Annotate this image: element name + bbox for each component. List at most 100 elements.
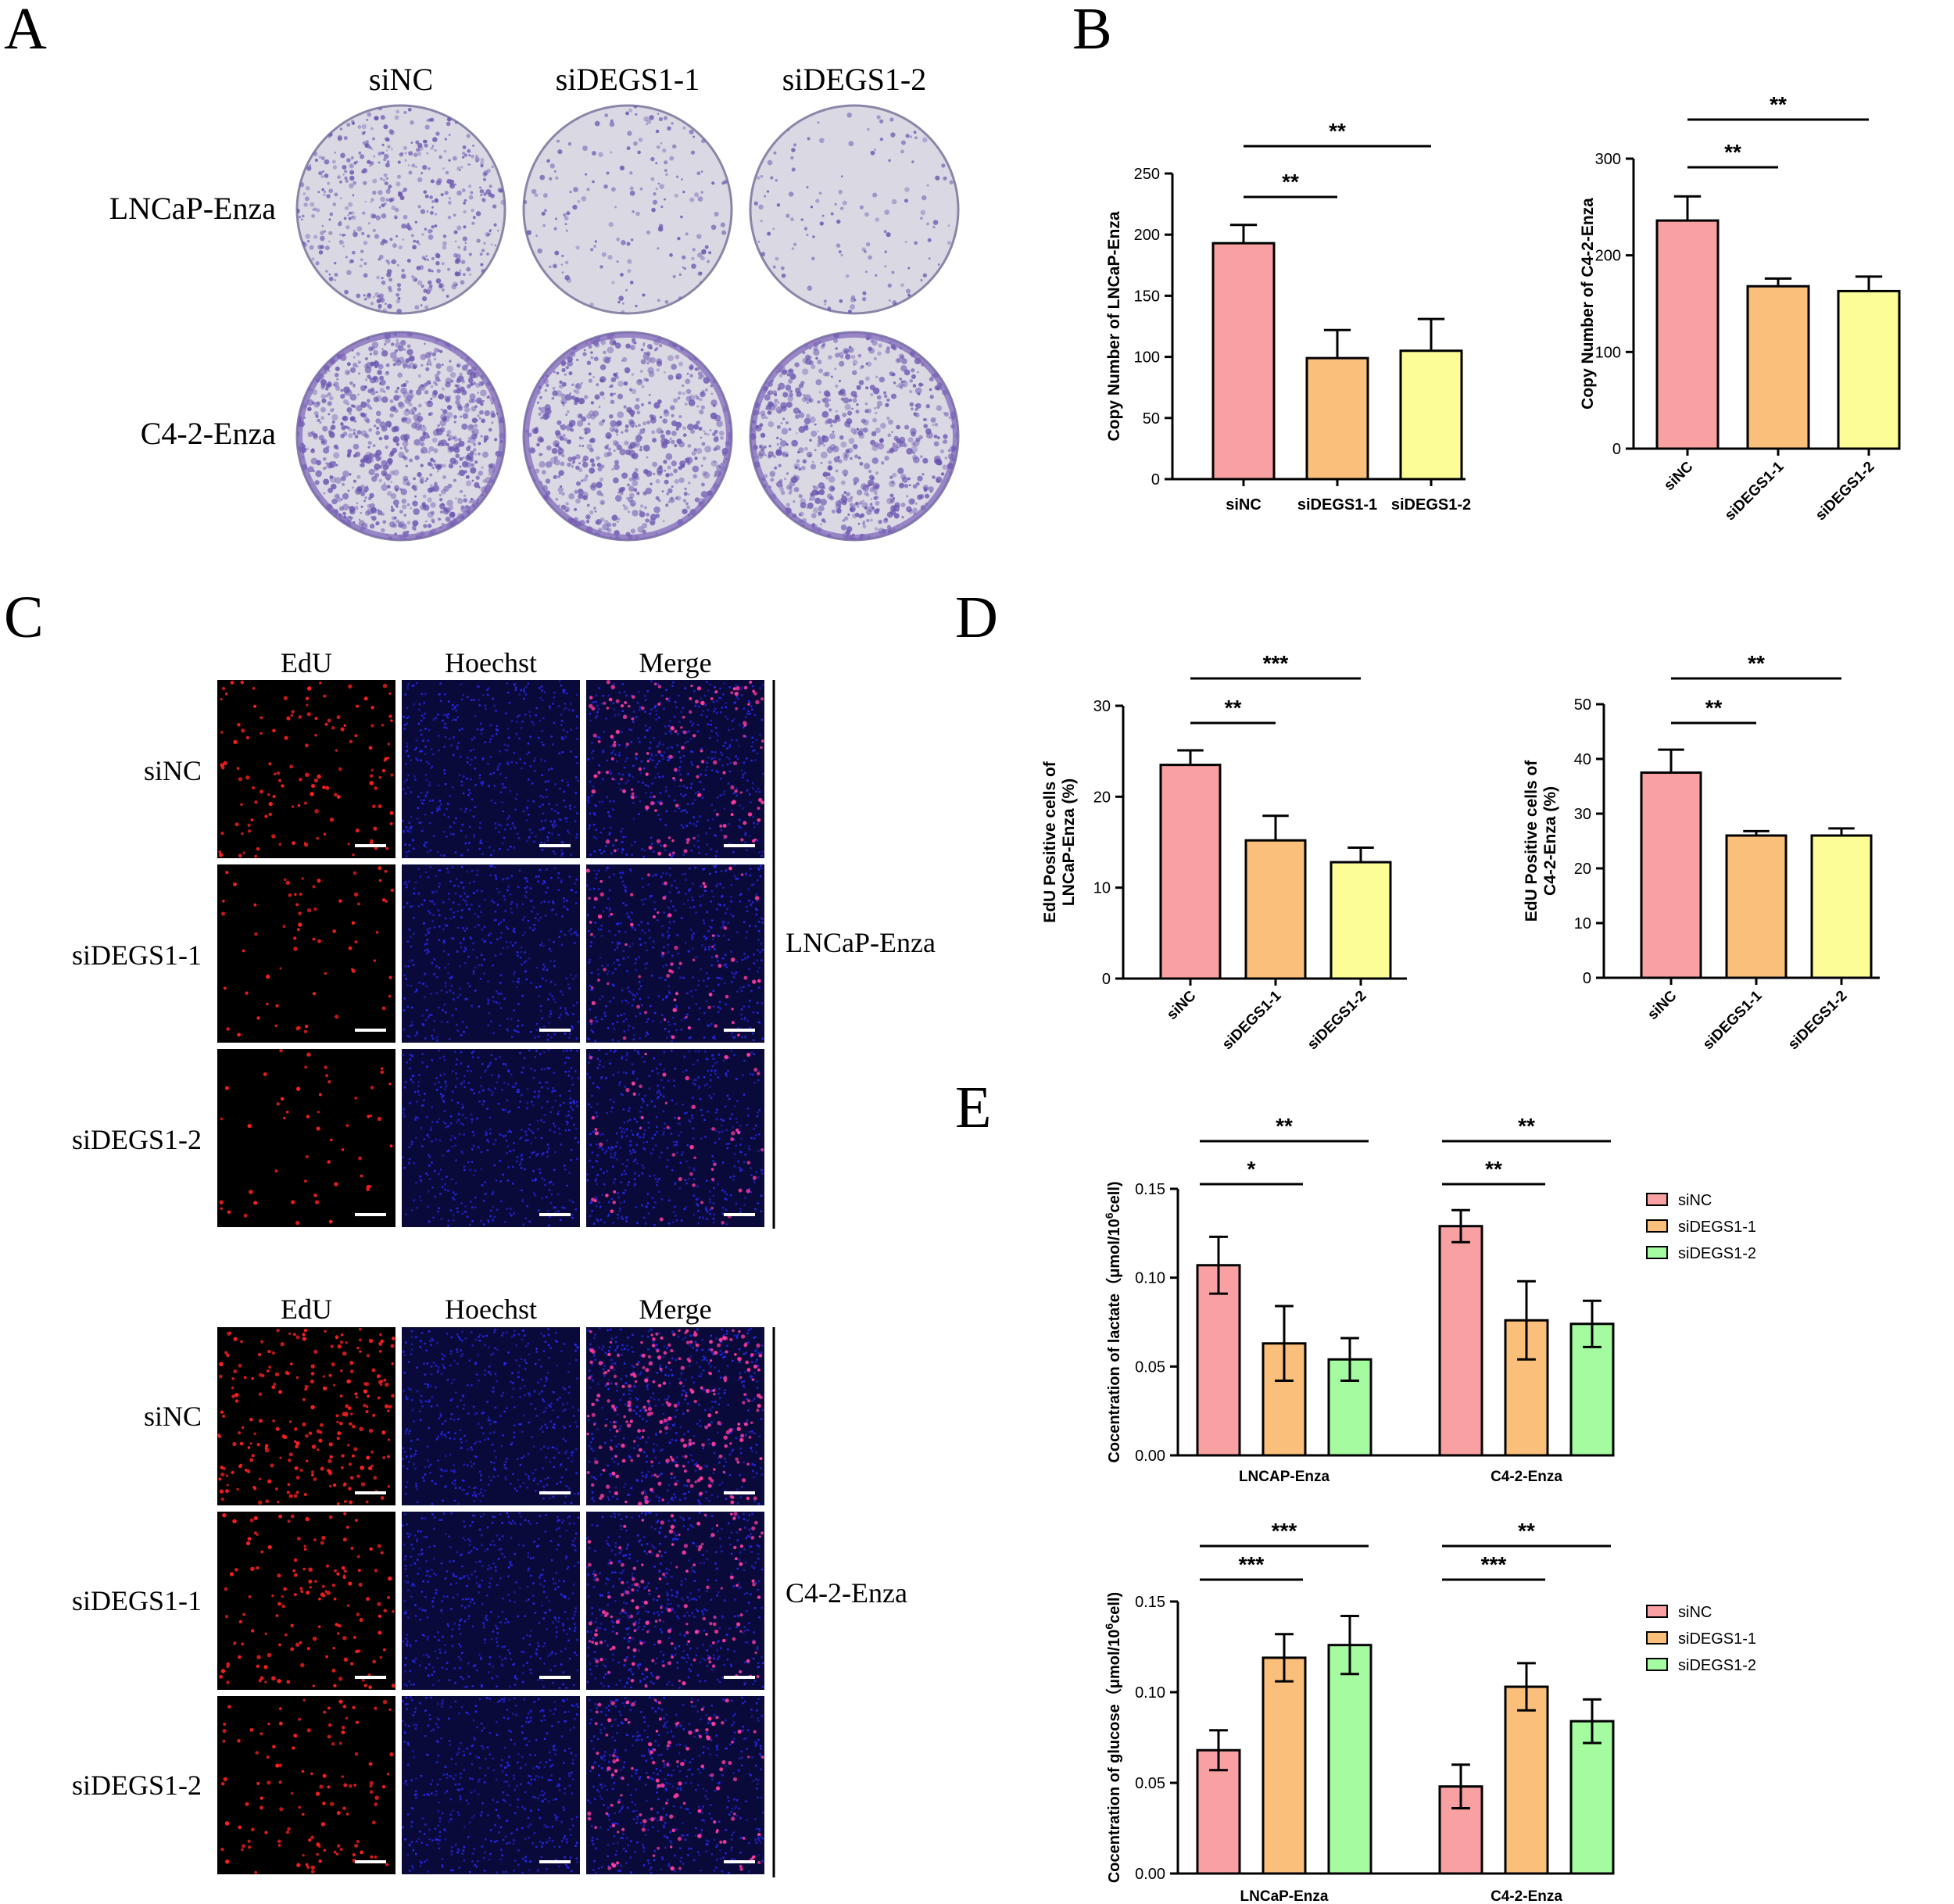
bar [1725,834,1788,979]
condition-label-sidegs1-2-1: siDEGS1-2 [72,1124,202,1155]
bar [1640,771,1702,979]
condition-label-sinc-1: siNC [144,755,202,786]
y-tick-label: 20 [1093,789,1111,806]
group-label-c4-2-enza: C4-2-Enza [786,1577,907,1609]
micrograph-tile [402,1512,580,1690]
y-tick-label: 0.00 [1135,1448,1165,1465]
chart-b1: 0 50 100 150 200 250 Copy Number of LNCaP-Enza… [1105,119,1471,514]
legend-label: siDEGS1-2 [1678,1245,1756,1262]
legend: siNC siDEGS1-1 siDEGS1-2 [1646,1604,1756,1674]
bar [1810,834,1873,979]
chart-e2: 0.00 0.05 0.10 0.15 Cocentration of glucose（… [1103,1519,1756,1904]
y-axis-label: Copy Number of C4-2-Enza [1579,198,1597,410]
bar [1330,861,1392,980]
x-tick-label: siNC [1644,987,1680,1023]
significance-label: ** [1770,92,1787,116]
panel-letter-d: D [955,585,998,650]
colony-dish [522,331,733,542]
y-tick-label: 0.05 [1135,1775,1165,1792]
significance-label: ** [1225,696,1242,720]
y-tick-label: 30 [1574,806,1591,823]
legend-label: siDEGS1-2 [1678,1657,1756,1674]
legend-label: siDEGS1-1 [1678,1219,1756,1236]
micrograph-tile [586,1327,764,1506]
y-tick-label: 100 [1595,344,1621,361]
bar [1837,289,1901,450]
micrograph-tile [402,1696,580,1874]
bar [1399,349,1463,481]
y-tick-label: 0.15 [1135,1594,1165,1611]
significance-label: *** [1272,1519,1297,1543]
significance-label: * [1247,1157,1256,1181]
condition-label-sinc-2: siNC [144,1401,202,1432]
bar [1438,1225,1483,1457]
legend-swatch [1646,1193,1668,1206]
colony-dish [522,104,733,315]
x-tick-label: siDEGS1-2 [1304,988,1370,1054]
bar [1211,242,1276,481]
channel-header-edu-2: EdU [281,1294,332,1325]
col-header-sidegs1-1: siDEGS1-1 [556,62,700,97]
micrograph-tile [402,864,580,1043]
colony-dish [749,104,960,315]
x-group-label: C4-2-Enza [1491,1469,1562,1485]
y-tick-label: 0.10 [1135,1270,1165,1287]
y-axis-label: EdU Positive cells of [1523,760,1541,922]
x-tick-label: siDEGS1-2 [1785,988,1851,1054]
bar [1504,1685,1549,1875]
y-tick-label: 10 [1574,915,1591,932]
x-group-label: LNCaP-Enza [1240,1888,1329,1904]
significance-label: *** [1239,1552,1265,1577]
y-axis-label: LNCaP-Enza (%) [1060,778,1078,906]
channel-header-edu-1: EdU [281,647,332,678]
x-tick-label: siNC [1164,987,1200,1023]
y-tick-label: 20 [1574,861,1591,878]
x-tick-label: siDEGS1-1 [1700,987,1766,1053]
y-tick-label: 50 [1574,696,1591,714]
x-tick-label: siNC [1661,458,1697,494]
y-tick-label: 50 [1143,410,1160,428]
legend-label: siDEGS1-1 [1678,1630,1756,1648]
y-tick-label: 40 [1574,751,1591,768]
x-tick-label: siDEGS1-2 [1391,496,1471,514]
y-tick-label: 10 [1093,880,1111,897]
significance-label: ** [1282,170,1299,194]
significance-label: ** [1724,140,1741,164]
legend-swatch [1646,1631,1668,1645]
y-tick-label: 0 [1151,471,1160,489]
channel-header-merge-1: Merge [639,647,711,678]
legend-label: siNC [1678,1604,1712,1621]
y-tick-label: 0 [1583,970,1591,987]
y-tick-label: 200 [1134,227,1160,244]
legend-swatch [1646,1658,1668,1671]
x-tick-label: siDEGS1-1 [1297,496,1377,514]
channel-header-merge-2: Merge [639,1294,711,1325]
y-tick-label: 0 [1612,441,1621,458]
y-axis-label: Copy Number of LNCaP-Enza [1105,211,1123,441]
micrograph-tile [586,1512,764,1690]
condition-label-sidegs1-1-1: siDEGS1-1 [72,939,202,971]
colony-dish [295,331,506,542]
row-label-lncap-enza: LNCaP-Enza [109,191,277,226]
y-tick-label: 0.10 [1135,1684,1165,1702]
chart-d1: 0 10 20 30 EdU Positive cells of LNCaP-Enza (… [1041,651,1407,1053]
chart-e1: 0.00 0.05 0.10 0.15 Cocentration of lactate（… [1103,1114,1756,1485]
bar [1159,764,1222,980]
micrograph-tile [217,1696,395,1874]
significance-label: ** [1329,119,1346,143]
col-header-sinc: siNC [369,62,433,97]
panel-c-edu-staining: EdU Hoechst Merge EdU Hoechst Merge siNC… [72,647,936,1877]
micrograph-tile [585,864,764,1043]
significance-label: *** [1481,1552,1507,1577]
micrograph-tile [586,1696,764,1874]
bar [1305,356,1369,481]
significance-label: ** [1748,651,1765,675]
y-tick-label: 100 [1134,349,1160,367]
condition-label-sidegs1-1-2: siDEGS1-1 [72,1585,202,1616]
significance-label: ** [1518,1114,1535,1138]
x-group-label: LNCAP-Enza [1239,1469,1330,1485]
micrograph-tile [217,1512,396,1690]
significance-label: ** [1705,696,1723,720]
y-tick-label: 200 [1595,248,1621,265]
col-header-sidegs1-2: siDEGS1-2 [782,62,926,97]
